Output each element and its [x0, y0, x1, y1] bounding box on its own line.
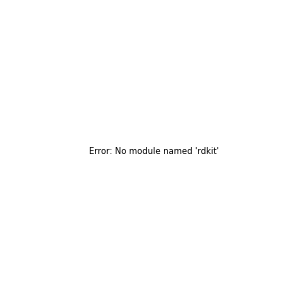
Text: Error: No module named 'rdkit': Error: No module named 'rdkit'	[89, 147, 219, 156]
